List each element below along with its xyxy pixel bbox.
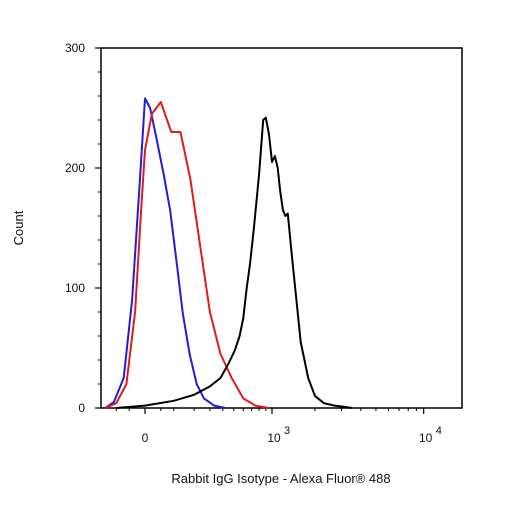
x-tick-label: 10: [419, 431, 433, 445]
plot-frame: [100, 47, 463, 409]
x-tick-label: 0: [142, 431, 149, 445]
series-layer: [104, 97, 352, 409]
x-axis-label: Rabbit IgG Isotype - Alexa Fluor® 488: [171, 471, 390, 486]
y-tick-label: 200: [65, 161, 85, 175]
x-axis: 0103104105: [115, 408, 442, 445]
y-axis-label: Count: [11, 210, 26, 245]
x-tick-exponent: 4: [436, 425, 442, 437]
series-line: [104, 101, 270, 409]
x-tick-exponent: 3: [284, 425, 290, 437]
x-tick-label: 10: [267, 431, 281, 445]
y-tick-label: 100: [65, 281, 85, 295]
y-tick-label: 0: [78, 401, 85, 415]
y-tick-label: 300: [65, 41, 85, 55]
series-line: [116, 116, 352, 409]
series-line: [104, 97, 226, 409]
y-axis: 0 100 200 300: [65, 41, 101, 415]
